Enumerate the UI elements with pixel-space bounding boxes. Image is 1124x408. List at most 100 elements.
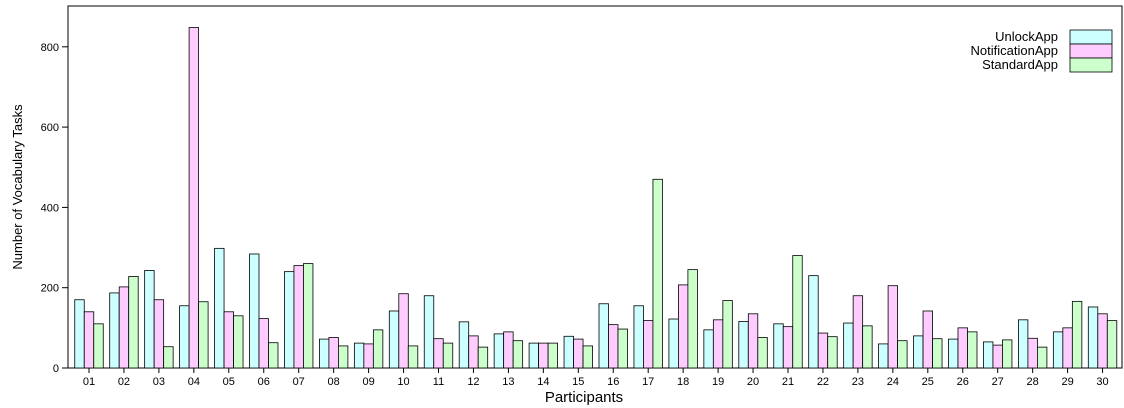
bar-UnlockApp-09 — [353, 342, 365, 369]
y-tick-label: 200 — [41, 283, 59, 295]
x-tick-label: 16 — [607, 376, 619, 388]
bar-StandardApp-30 — [1106, 320, 1118, 369]
legend-swatch-UnlockApp — [1069, 29, 1113, 45]
bar-NotificationApp-24 — [887, 285, 898, 369]
bar-NotificationApp-07 — [293, 265, 304, 369]
bar-UnlockApp-27 — [983, 341, 994, 369]
x-tick-label: 26 — [957, 376, 969, 388]
x-tick-label: 08 — [328, 376, 340, 388]
bar-NotificationApp-12 — [468, 335, 479, 369]
bar-StandardApp-21 — [792, 255, 803, 369]
x-tick-label: 25 — [922, 376, 934, 388]
bar-NotificationApp-23 — [852, 295, 864, 369]
bar-NotificationApp-16 — [608, 324, 619, 369]
bar-UnlockApp-25 — [913, 335, 924, 369]
bar-StandardApp-17 — [652, 178, 663, 369]
x-tick-label: 12 — [467, 376, 479, 388]
bar-UnlockApp-26 — [948, 338, 959, 369]
bar-NotificationApp-22 — [817, 332, 829, 369]
bar-StandardApp-12 — [477, 346, 489, 369]
bar-UnlockApp-08 — [318, 338, 330, 369]
x-tick-label: 22 — [817, 376, 829, 388]
bar-NotificationApp-05 — [223, 311, 234, 369]
x-tick-label: 30 — [1096, 376, 1108, 388]
x-tick-label: 18 — [677, 376, 689, 388]
legend-swatch-NotificationApp — [1069, 43, 1113, 59]
bar-NotificationApp-03 — [153, 299, 165, 369]
y-tick-label: 400 — [41, 202, 59, 214]
x-tick-label: 07 — [293, 376, 305, 388]
bar-UnlockApp-05 — [214, 247, 225, 369]
x-tick-label: 10 — [397, 376, 409, 388]
bar-NotificationApp-25 — [922, 310, 933, 369]
bar-UnlockApp-28 — [1018, 319, 1029, 369]
bar-UnlockApp-22 — [808, 275, 819, 369]
x-tick-label: 17 — [642, 376, 654, 388]
bar-UnlockApp-20 — [738, 321, 749, 369]
bar-UnlockApp-15 — [563, 335, 574, 369]
bar-StandardApp-20 — [757, 337, 768, 369]
plot-frame — [67, 5, 1123, 369]
bar-UnlockApp-13 — [493, 333, 505, 369]
y-tick-label: 600 — [41, 122, 59, 134]
bar-NotificationApp-10 — [398, 293, 409, 369]
bar-UnlockApp-29 — [1052, 331, 1064, 369]
bar-UnlockApp-24 — [878, 343, 889, 369]
bar-UnlockApp-02 — [109, 292, 120, 369]
bar-StandardApp-14 — [547, 342, 558, 369]
y-axis: 0 200 400 600 800 — [41, 42, 68, 375]
x-tick-label: 15 — [572, 376, 584, 388]
bar-UnlockApp-17 — [633, 305, 644, 369]
bar-UnlockApp-30 — [1087, 306, 1099, 369]
bar-UnlockApp-12 — [458, 321, 470, 369]
bar-StandardApp-22 — [827, 336, 838, 369]
bar-StandardApp-04 — [198, 301, 209, 369]
bar-NotificationApp-15 — [573, 338, 584, 369]
bar-NotificationApp-06 — [258, 318, 269, 369]
x-tick-label: 20 — [747, 376, 759, 388]
bar-UnlockApp-19 — [703, 329, 714, 369]
bar-NotificationApp-17 — [643, 320, 654, 369]
x-tick-label: 06 — [258, 376, 270, 388]
bar-StandardApp-06 — [268, 342, 279, 369]
bar-StandardApp-11 — [442, 342, 454, 369]
bar-StandardApp-27 — [1002, 339, 1013, 369]
x-tick-label: 28 — [1027, 376, 1039, 388]
x-tick-label: 04 — [188, 376, 200, 388]
bar-NotificationApp-09 — [363, 343, 374, 369]
bar-NotificationApp-19 — [712, 319, 724, 369]
x-tick-label: 27 — [992, 376, 1004, 388]
legend-label: StandardApp — [982, 57, 1058, 72]
bar-UnlockApp-07 — [284, 271, 295, 369]
bars-group — [74, 27, 1118, 369]
bar-NotificationApp-30 — [1097, 313, 1108, 369]
bar-NotificationApp-13 — [503, 331, 514, 369]
bar-NotificationApp-28 — [1027, 337, 1038, 369]
x-tick-label: 24 — [887, 376, 899, 388]
bar-StandardApp-26 — [967, 331, 978, 369]
bar-StandardApp-24 — [897, 340, 908, 369]
bar-UnlockApp-18 — [668, 318, 679, 369]
x-axis-label: Participants — [545, 389, 623, 406]
bar-UnlockApp-16 — [598, 303, 609, 369]
y-tick-label: 800 — [41, 42, 59, 54]
bar-StandardApp-16 — [617, 328, 628, 369]
bar-UnlockApp-21 — [773, 323, 784, 369]
bar-NotificationApp-29 — [1062, 327, 1073, 369]
bar-NotificationApp-18 — [678, 284, 689, 369]
bar-StandardApp-19 — [722, 300, 733, 369]
x-tick-label: 23 — [852, 376, 864, 388]
bar-NotificationApp-14 — [538, 342, 549, 369]
bar-UnlockApp-14 — [528, 342, 539, 369]
bar-StandardApp-13 — [512, 340, 524, 369]
bar-StandardApp-28 — [1037, 346, 1048, 369]
bar-NotificationApp-27 — [992, 344, 1003, 369]
bar-StandardApp-02 — [128, 276, 139, 369]
x-tick-label: 09 — [362, 376, 374, 388]
bar-StandardApp-25 — [932, 338, 943, 369]
legend-swatch-StandardApp — [1069, 57, 1113, 73]
bar-StandardApp-15 — [582, 345, 593, 369]
bar-StandardApp-29 — [1071, 300, 1083, 369]
